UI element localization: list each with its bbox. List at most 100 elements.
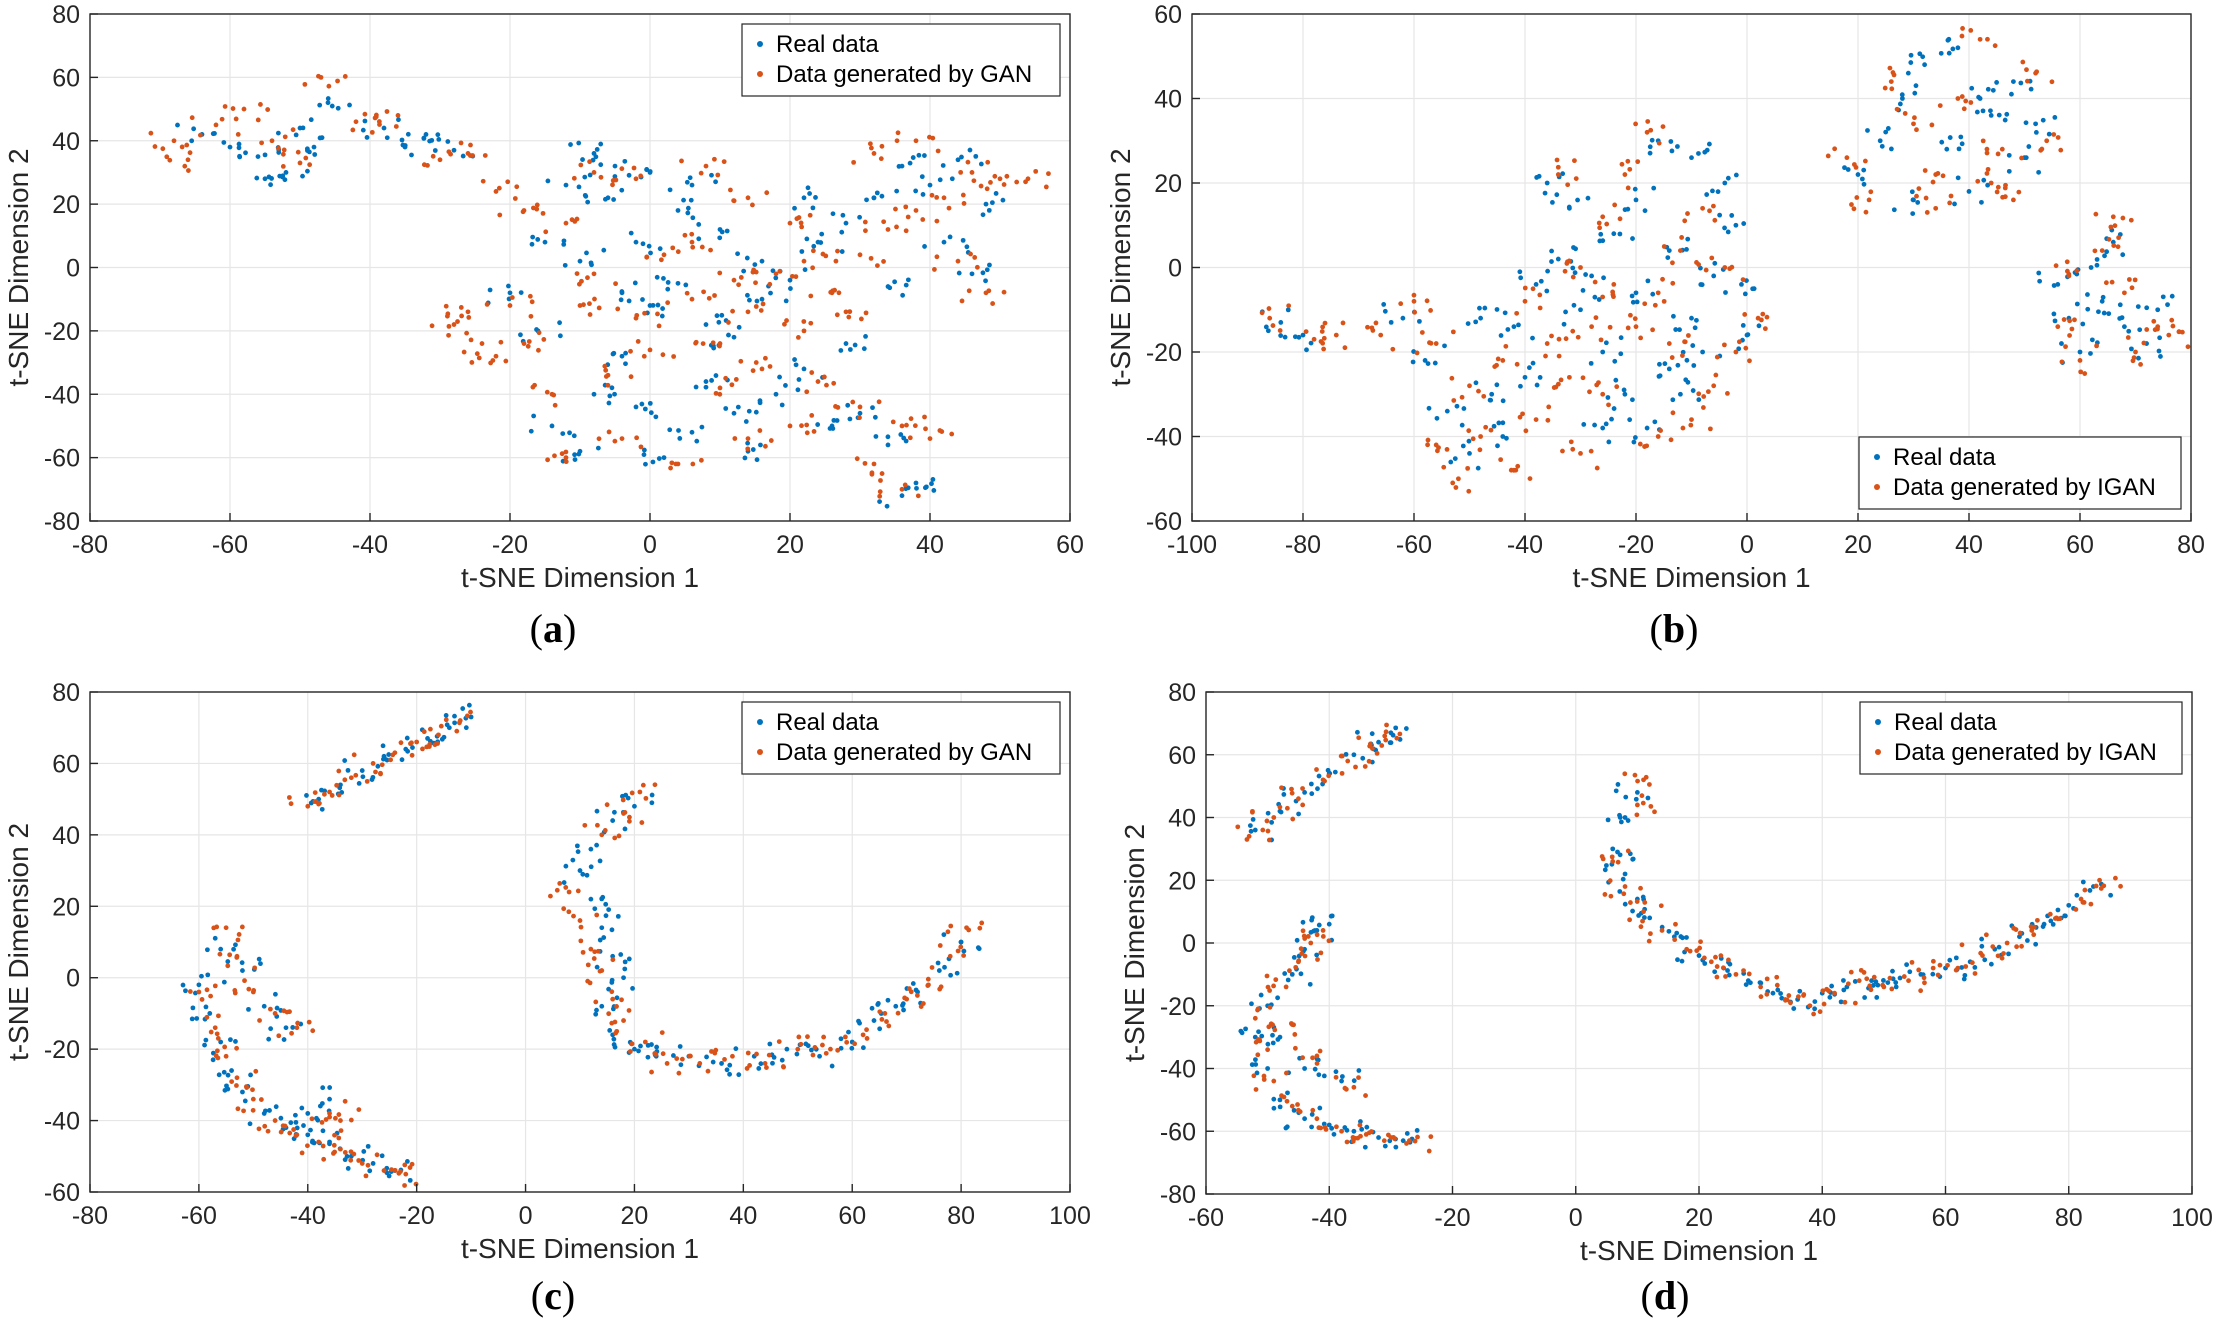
data-point — [1298, 971, 1304, 977]
data-point — [1717, 212, 1723, 218]
data-point — [1863, 209, 1869, 215]
data-point — [1812, 1006, 1818, 1012]
data-point — [1696, 151, 1701, 156]
data-point — [544, 389, 550, 395]
data-point — [717, 270, 723, 276]
data-point — [1558, 377, 1564, 383]
data-point — [1944, 146, 1950, 152]
data-point — [2034, 69, 2040, 75]
data-point — [1775, 987, 1781, 993]
data-point — [1575, 334, 1581, 340]
data-point — [1572, 158, 1577, 164]
data-point — [1505, 327, 1511, 332]
data-point — [1758, 980, 1764, 986]
data-point — [1647, 915, 1653, 921]
data-point — [602, 828, 608, 833]
data-point — [831, 417, 837, 423]
data-point — [1264, 818, 1270, 824]
data-point — [454, 728, 460, 734]
data-point — [561, 906, 567, 912]
data-point — [763, 443, 768, 449]
data-point — [929, 192, 935, 198]
data-point — [228, 1037, 233, 1043]
data-point — [1533, 417, 1539, 422]
data-point — [846, 1029, 851, 1035]
data-point — [1284, 805, 1290, 811]
data-point — [731, 410, 737, 416]
data-point — [2055, 907, 2061, 913]
data-point — [580, 949, 586, 955]
data-point — [1844, 155, 1850, 161]
grid — [1191, 13, 2192, 522]
data-point — [1712, 969, 1718, 975]
data-point — [629, 790, 635, 796]
data-point — [937, 986, 943, 992]
data-point — [1762, 326, 1768, 332]
data-point — [1454, 403, 1460, 409]
chart-d: -60 -40 -20 0 20 40 60 80 100-80-60-40-200204060… — [1119, 679, 2213, 1266]
data-point — [1871, 974, 1877, 980]
data-point — [1709, 255, 1715, 261]
legend-marker — [757, 749, 763, 755]
data-point — [1271, 983, 1276, 989]
data-point — [885, 227, 891, 232]
data-point — [843, 1034, 848, 1040]
data-point — [327, 1111, 332, 1116]
data-point — [1700, 405, 1706, 410]
data-point — [561, 242, 567, 247]
data-point — [1636, 913, 1642, 918]
data-point — [1491, 423, 1497, 429]
data-point — [925, 983, 931, 988]
data-point — [2023, 155, 2029, 161]
data-point — [907, 435, 913, 441]
data-point — [873, 434, 879, 439]
data-point — [1947, 957, 1953, 963]
data-point — [468, 337, 474, 343]
data-point — [626, 956, 632, 962]
data-point — [348, 1157, 354, 1163]
data-point — [804, 389, 810, 395]
data-point — [591, 391, 597, 397]
data-point — [622, 959, 628, 965]
data-point — [650, 302, 656, 308]
data-point — [293, 132, 299, 138]
data-point — [1902, 111, 1908, 116]
data-point — [545, 457, 551, 463]
data-point — [967, 147, 973, 153]
data-point — [1355, 729, 1360, 735]
data-point — [1296, 958, 1302, 964]
data-point — [468, 709, 473, 715]
data-point — [1922, 62, 1927, 68]
data-point — [563, 885, 569, 890]
data-point — [1995, 151, 2001, 157]
data-point — [960, 192, 966, 198]
data-point — [716, 319, 722, 325]
data-point — [1669, 148, 1675, 154]
data-point — [1404, 1131, 1410, 1136]
data-point — [1610, 289, 1616, 295]
data-point — [1979, 943, 1985, 949]
data-point — [699, 244, 705, 250]
data-point — [261, 1003, 267, 1009]
y-tick-label: 60 — [1168, 742, 1196, 770]
data-point — [1308, 940, 1314, 946]
data-point — [1741, 221, 1747, 226]
data-point — [2072, 317, 2077, 323]
data-point — [290, 1025, 296, 1030]
data-point — [266, 1036, 272, 1042]
data-point — [319, 135, 325, 141]
data-point — [987, 262, 992, 268]
data-point — [1825, 153, 1831, 159]
data-point — [2025, 78, 2030, 84]
data-point — [1329, 1125, 1335, 1131]
data-point — [1906, 978, 1911, 984]
y-tick-label: 60 — [52, 64, 80, 92]
data-point — [1351, 1084, 1357, 1090]
data-point — [673, 461, 679, 467]
data-point — [1633, 121, 1638, 127]
data-point — [690, 244, 696, 250]
data-point — [992, 173, 998, 179]
data-point — [704, 1054, 709, 1060]
data-point — [798, 1041, 804, 1047]
data-point — [677, 436, 683, 441]
